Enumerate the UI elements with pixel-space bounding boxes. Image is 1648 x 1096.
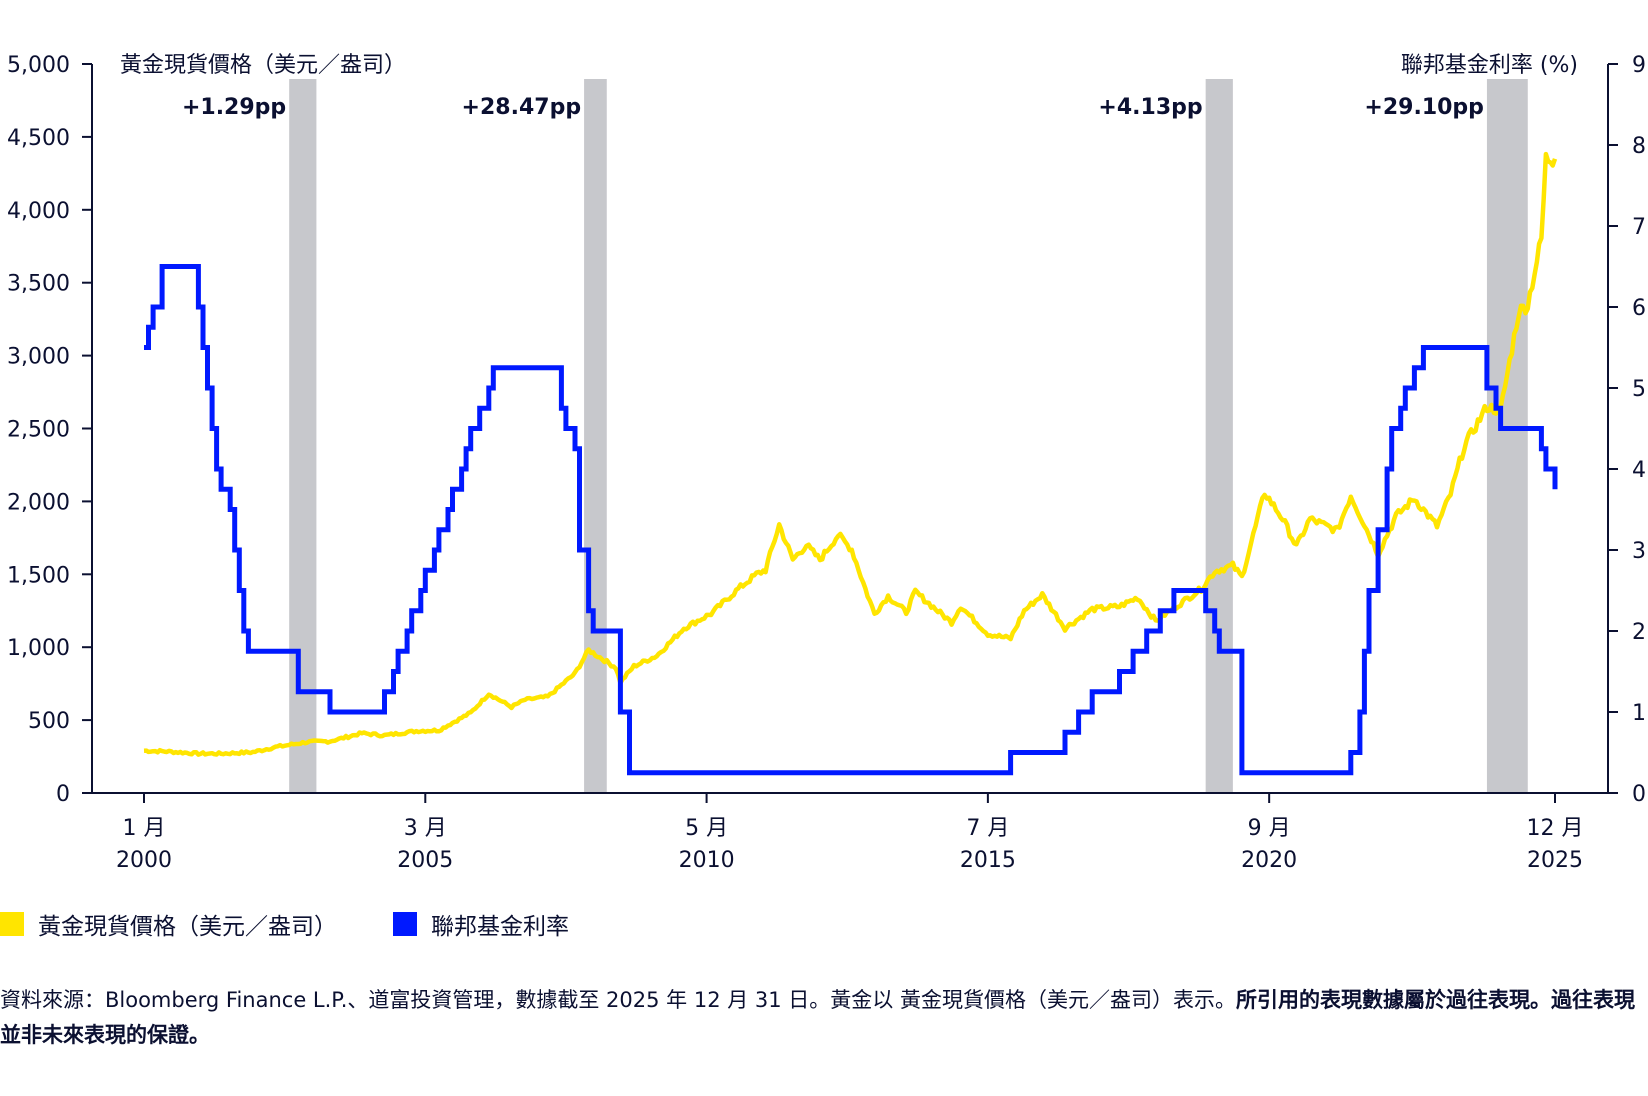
y-right-tick-label-5: 5 xyxy=(1632,377,1646,402)
x-tick-year-5: 2025 xyxy=(1527,848,1583,873)
y-right-tick-label-1: 1 xyxy=(1632,701,1646,726)
footnote-disclaimer: 所引用的表現數據屬於過往表現。過往表現並非未來表現的保證。 xyxy=(0,988,1635,1047)
legend-item-rate: 聯邦基金利率 xyxy=(393,907,569,941)
x-tick-year-0: 2000 xyxy=(116,848,172,873)
y-right-tick-label-2: 2 xyxy=(1632,620,1646,645)
shaded-period-2 xyxy=(1205,79,1233,793)
y-left-tick-label-5: 2,500 xyxy=(7,418,70,443)
shaded-period-3 xyxy=(1486,79,1528,793)
y-left-tick-label-1: 500 xyxy=(28,709,70,734)
y-axis-left-title: 黃金現貨價格（美元／盎司） xyxy=(120,53,406,78)
shaded-period-label-3: +29.10pp xyxy=(1364,95,1484,120)
x-tick-year-1: 2005 xyxy=(397,848,453,873)
y-right-tick-label-0: 0 xyxy=(1632,782,1646,807)
x-tick-year-4: 2020 xyxy=(1241,848,1297,873)
x-tick-month-2: 5 月 xyxy=(685,816,728,841)
x-tick-month-0: 1 月 xyxy=(123,816,166,841)
shaded-period-0 xyxy=(289,79,317,793)
x-tick-year-3: 2015 xyxy=(960,848,1016,873)
x-tick-month-3: 7 月 xyxy=(966,816,1009,841)
chart-area: +1.29pp +28.47pp +4.13pp +29.10pp 0 500 1,000 1… xyxy=(7,53,1646,873)
y-left-tick-label-0: 0 xyxy=(56,782,70,807)
y-right-tick-label-9: 9 xyxy=(1632,53,1646,78)
legend-label-rate: 聯邦基金利率 xyxy=(431,914,569,940)
x-tick-year-2: 2010 xyxy=(679,848,735,873)
legend-swatch-gold xyxy=(0,912,24,936)
legend: 黃金現貨價格（美元／盎司） 聯邦基金利率 xyxy=(0,904,625,944)
y-left-tick-label-7: 3,500 xyxy=(7,272,70,297)
x-tick-month-1: 3 月 xyxy=(404,816,447,841)
y-left-tick-label-6: 3,000 xyxy=(7,345,70,370)
shaded-period-label-0: +1.29pp xyxy=(182,95,286,120)
y-right-tick-label-4: 4 xyxy=(1632,458,1646,483)
shaded-period-label-2: +4.13pp xyxy=(1098,95,1202,120)
series-line-gold xyxy=(143,151,1558,757)
y-right-tick-label-8: 8 xyxy=(1632,134,1646,159)
y-left-tick-label-9: 4,500 xyxy=(7,126,70,151)
y-left-tick-label-3: 1,500 xyxy=(7,563,70,588)
y-left-tick-label-8: 4,000 xyxy=(7,199,70,224)
shaded-period-1 xyxy=(584,79,607,793)
legend-label-gold: 黃金現貨價格（美元／盎司） xyxy=(38,914,337,940)
legend-item-gold: 黃金現貨價格（美元／盎司） xyxy=(0,907,337,941)
legend-swatch-rate xyxy=(393,912,417,936)
footnote: 資料來源：Bloomberg Finance L.P.、道富投資管理，數據截至 … xyxy=(0,983,1645,1053)
y-left-tick-label-10: 5,000 xyxy=(7,53,70,78)
y-left-tick-label-4: 2,000 xyxy=(7,490,70,515)
x-tick-month-4: 9 月 xyxy=(1248,816,1291,841)
y-right-tick-label-7: 7 xyxy=(1632,215,1646,240)
y-left-tick-label-2: 1,000 xyxy=(7,636,70,661)
footnote-source: 資料來源：Bloomberg Finance L.P.、道富投資管理，數據截至 … xyxy=(0,988,1236,1012)
y-right-tick-label-6: 6 xyxy=(1632,296,1646,321)
y-axis-right-title: 聯邦基金利率 (%) xyxy=(1401,53,1578,78)
y-right-tick-label-3: 3 xyxy=(1632,539,1646,564)
shaded-period-label-1: +28.47pp xyxy=(462,95,582,120)
series-line-fed-funds-rate xyxy=(144,264,1558,776)
x-tick-month-5: 12 月 xyxy=(1527,816,1584,841)
gold-vs-fed-funds-chart: +1.29pp +28.47pp +4.13pp +29.10pp 0 500 1,000 1… xyxy=(7,53,1646,873)
